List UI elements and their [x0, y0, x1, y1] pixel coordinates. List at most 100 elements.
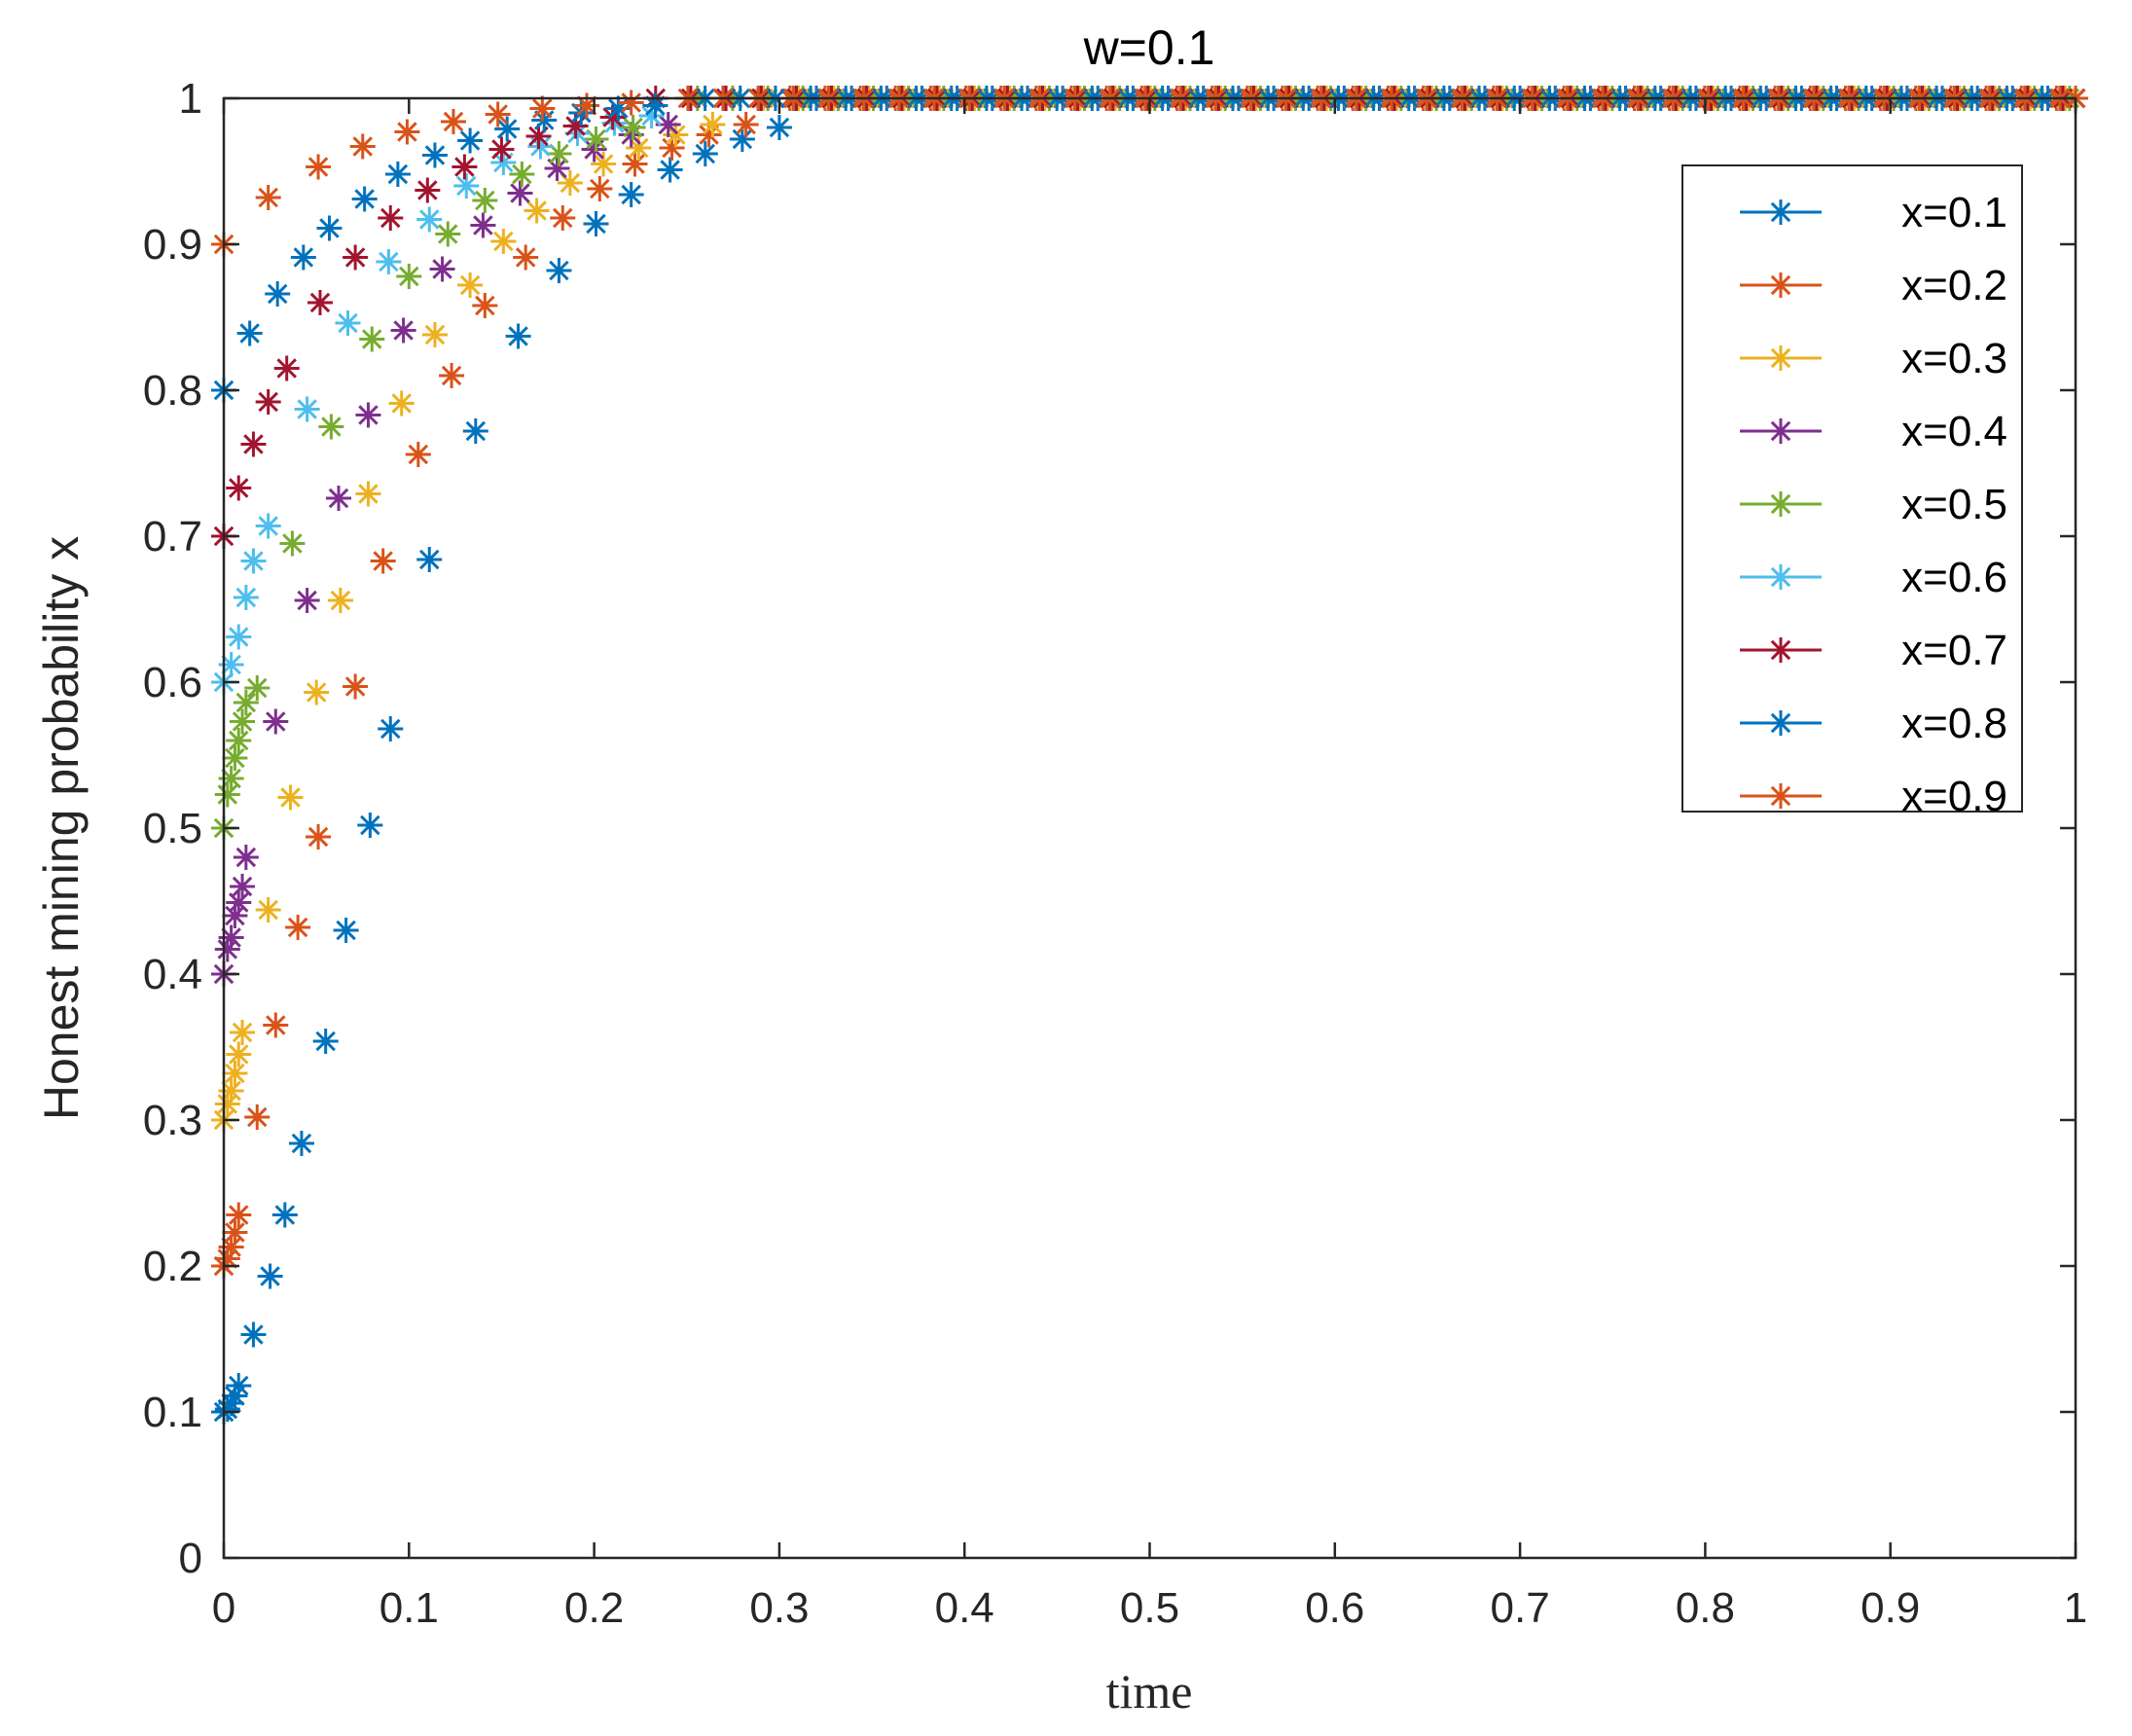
legend-item: x=0.1: [1740, 189, 2007, 236]
x-tick-label: 0.7: [1491, 1584, 1550, 1632]
data-point: [505, 323, 531, 349]
legend-item: x=0.5: [1740, 481, 2007, 528]
data-point: [226, 1202, 252, 1228]
data-point: [546, 258, 572, 283]
data-point: [472, 293, 498, 318]
data-point: [384, 162, 411, 187]
legend-item: x=0.4: [1740, 408, 2007, 455]
legend-box: [1681, 164, 2023, 813]
data-point: [485, 101, 511, 127]
data-point: [390, 317, 416, 344]
data-point: [307, 290, 333, 315]
legend-item: x=0.8: [1740, 700, 2007, 747]
data-point: [457, 127, 484, 154]
data-point: [550, 205, 576, 231]
data-point: [416, 547, 443, 572]
data-point: [343, 244, 369, 271]
data-point: [226, 475, 252, 501]
data-point: [294, 588, 320, 613]
data-point: [325, 486, 351, 511]
legend-label: x=0.9: [1901, 773, 2007, 820]
data-point: [591, 151, 617, 177]
data-point: [222, 1061, 248, 1086]
x-tick-label: 0.1: [379, 1584, 439, 1632]
legend-marker: [1768, 199, 1793, 225]
data-point: [335, 310, 361, 336]
data-point: [218, 924, 244, 951]
legend-marker: [1768, 710, 1793, 736]
x-tick-label: 0.3: [749, 1584, 809, 1632]
data-point: [327, 588, 353, 613]
data-point: [357, 813, 383, 838]
data-point: [618, 182, 644, 207]
legend-label: x=0.3: [1901, 335, 2007, 382]
data-point: [255, 513, 281, 539]
data-point: [370, 548, 396, 574]
legend-label: x=0.2: [1901, 262, 2007, 309]
legend-marker: [1768, 783, 1793, 809]
data-point: [306, 154, 332, 180]
data-point: [429, 256, 455, 282]
data-point: [333, 918, 359, 943]
data-point: [583, 211, 609, 236]
data-point: [452, 154, 478, 180]
y-tick-label: 0.9: [143, 221, 202, 269]
data-point: [230, 708, 256, 735]
data-point: [306, 824, 332, 850]
legend-marker: [1768, 272, 1793, 298]
data-point: [233, 585, 259, 610]
data-point: [263, 1012, 289, 1038]
data-point: [288, 1131, 314, 1156]
x-axis-title: time: [1106, 1664, 1193, 1718]
y-tick-label: 0.1: [143, 1389, 202, 1436]
data-point: [230, 1020, 256, 1045]
data-point: [236, 320, 263, 346]
x-tick-label: 0.6: [1305, 1584, 1364, 1632]
data-point: [222, 745, 248, 771]
data-point: [494, 116, 521, 142]
data-point: [388, 390, 415, 416]
data-point: [642, 92, 669, 119]
legend-label: x=0.6: [1901, 554, 2007, 601]
legend-label: x=0.7: [1901, 627, 2007, 674]
data-point: [277, 784, 304, 811]
data-point: [226, 1041, 252, 1067]
data-point: [622, 151, 648, 177]
data-point: [700, 112, 726, 137]
x-tick-label: 1: [2064, 1584, 2087, 1632]
data-point: [355, 481, 381, 507]
legend-item: x=0.3: [1740, 335, 2007, 382]
data-point: [294, 396, 320, 422]
y-tick-label: 0.3: [143, 1097, 202, 1144]
data-point: [396, 264, 422, 289]
data-point: [421, 322, 448, 347]
data-point: [318, 414, 344, 440]
data-point: [733, 112, 759, 137]
data-point: [255, 897, 281, 922]
data-point: [405, 442, 431, 467]
tick-labels: 0 0.1 0.2 0.3 0.4 0.5 0.6 0.7 0.8 0.9 1 0 0.1 0.2 0.3 0…: [143, 75, 2087, 1632]
data-point: [226, 889, 252, 916]
data-point: [470, 212, 496, 238]
y-tick-label: 0.8: [143, 367, 202, 415]
legend: x=0.1 x=0.2 x=0.3 x=0.4 x=0.5 x=0.6 x=0.7 x=0.8…: [1681, 164, 2023, 820]
data-point: [525, 124, 552, 149]
y-tick-label: 0.5: [143, 805, 202, 852]
data-point: [279, 530, 306, 557]
legend-label: x=0.8: [1901, 700, 2007, 747]
data-point: [226, 1373, 252, 1398]
data-point: [416, 206, 443, 233]
data-point: [583, 127, 609, 152]
data-point: [214, 781, 240, 808]
data-point: [440, 109, 466, 134]
data-point: [233, 690, 259, 715]
data-point: [244, 675, 271, 701]
data-point: [312, 1029, 339, 1054]
data-point: [226, 624, 252, 650]
legend-label: x=0.5: [1901, 481, 2007, 528]
data-point: [244, 1104, 271, 1130]
data-point: [509, 162, 535, 187]
data-point: [513, 244, 539, 271]
data-point: [378, 716, 404, 741]
data-point: [376, 249, 402, 274]
